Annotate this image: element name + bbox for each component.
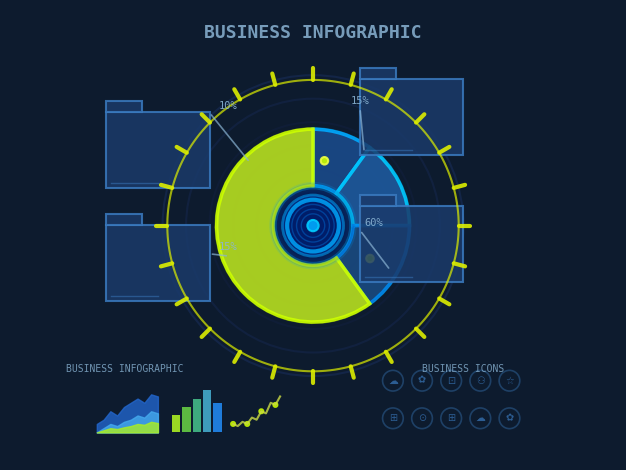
Circle shape [366,255,374,262]
Bar [172,415,180,432]
FancyBboxPatch shape [360,69,396,79]
Text: 15%: 15% [351,96,369,106]
Circle shape [273,402,278,407]
Circle shape [287,200,339,251]
FancyBboxPatch shape [360,206,463,282]
Text: ⊞: ⊞ [389,413,397,423]
Circle shape [321,157,328,164]
Bar [182,407,191,432]
Text: 10%: 10% [219,101,238,111]
Bar [213,403,222,432]
Wedge shape [337,226,409,304]
Text: ✿: ✿ [418,376,426,386]
FancyBboxPatch shape [106,112,210,188]
Text: ✿: ✿ [505,413,513,423]
Wedge shape [313,129,369,193]
Wedge shape [337,148,409,226]
Text: BUSINESS INFOGRAPHIC: BUSINESS INFOGRAPHIC [66,364,184,374]
Text: ⊞: ⊞ [447,413,455,423]
Circle shape [282,195,344,256]
Bar [203,390,212,432]
Text: BUSINESS ICONS: BUSINESS ICONS [423,364,505,374]
FancyBboxPatch shape [106,225,210,301]
Text: ⚇: ⚇ [476,376,485,386]
Text: BUSINESS INFOGRAPHIC: BUSINESS INFOGRAPHIC [204,24,422,41]
FancyBboxPatch shape [360,196,396,206]
Text: ⊡: ⊡ [447,376,455,386]
FancyBboxPatch shape [106,102,142,112]
Text: 15%: 15% [219,242,238,252]
Circle shape [245,422,250,426]
Text: ⊙: ⊙ [418,413,426,423]
FancyBboxPatch shape [360,79,463,155]
Wedge shape [217,129,369,322]
FancyBboxPatch shape [106,214,142,225]
Circle shape [307,220,319,231]
Text: ☁: ☁ [388,376,398,386]
Text: ☁: ☁ [475,413,485,423]
Circle shape [231,422,235,426]
Text: ☆: ☆ [505,376,514,386]
Bar [193,399,201,432]
Circle shape [275,188,351,263]
Circle shape [270,183,356,268]
Circle shape [259,409,264,414]
Text: 60%: 60% [365,218,384,228]
